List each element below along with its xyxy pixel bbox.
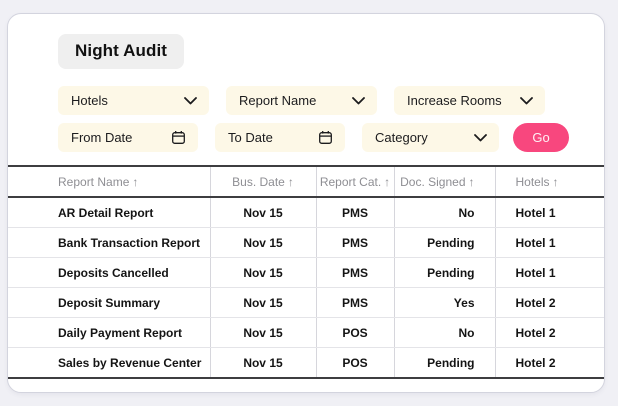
to-date-field[interactable]: To Date [215,123,345,152]
chevron-down-icon [520,97,533,105]
cell-report-cat: PMS [316,288,394,318]
cell-bus-date: Nov 15 [210,228,316,258]
sort-asc-icon: ↑ [288,175,294,189]
column-header-label: Doc. Signed [400,175,465,189]
cell-report-name: Deposits Cancelled [8,258,210,288]
page-title: Night Audit [58,34,184,69]
column-header-doc-signed[interactable]: Doc. Signed ↑ [394,166,495,197]
column-header-report-name[interactable]: Report Name↑ [8,166,210,197]
table-row: Deposits Cancelled Nov 15 PMS Pending Ho… [8,258,604,288]
calendar-icon [171,130,186,145]
column-header-label: Hotels [516,175,550,189]
cell-doc-signed: Pending [394,228,495,258]
filter-row-2: From Date To Date Category Go [58,123,604,152]
report-name-dropdown[interactable]: Report Name [226,86,377,115]
table-row: Daily Payment Report Nov 15 POS No Hotel… [8,318,604,348]
column-header-hotels[interactable]: Hotels↑ [495,166,604,197]
cell-report-cat: PMS [316,228,394,258]
cell-hotels: Hotel 2 [495,318,604,348]
sort-asc-icon: ↑ [553,175,559,189]
hotels-dropdown-label: Hotels [71,93,108,108]
cell-bus-date: Nov 15 [210,348,316,379]
column-header-label: Report Cat. [320,175,381,189]
to-date-label: To Date [228,130,273,145]
cell-bus-date: Nov 15 [210,288,316,318]
cell-bus-date: Nov 15 [210,318,316,348]
chevron-down-icon [474,134,487,142]
go-button[interactable]: Go [513,123,569,152]
column-header-report-cat[interactable]: Report Cat.↑ [316,166,394,197]
cell-report-name: Bank Transaction Report [8,228,210,258]
cell-report-name: Daily Payment Report [8,318,210,348]
cell-doc-signed: No [394,318,495,348]
from-date-label: From Date [71,130,132,145]
cell-doc-signed: Yes [394,288,495,318]
category-dropdown-label: Category [375,130,428,145]
cell-bus-date: Nov 15 [210,258,316,288]
cell-report-name: Sales by Revenue Center [8,348,210,379]
cell-doc-signed: No [394,197,495,228]
table-row: AR Detail Report Nov 15 PMS No Hotel 1 [8,197,604,228]
cell-hotels: Hotel 2 [495,288,604,318]
report-name-dropdown-label: Report Name [239,93,316,108]
increase-rooms-dropdown-label: Increase Rooms [407,93,502,108]
sort-asc-icon: ↑ [469,175,475,189]
from-date-field[interactable]: From Date [58,123,198,152]
calendar-icon [318,130,333,145]
column-header-label: Bus. Date [232,175,285,189]
cell-hotels: Hotel 1 [495,258,604,288]
cell-hotels: Hotel 2 [495,348,604,379]
table-header-row: Report Name↑ Bus. Date↑ Report Cat.↑ Doc… [8,166,604,197]
sort-asc-icon: ↑ [384,175,390,189]
table-row: Sales by Revenue Center Nov 15 POS Pendi… [8,348,604,379]
table-row: Bank Transaction Report Nov 15 PMS Pendi… [8,228,604,258]
chevron-down-icon [184,97,197,105]
column-header-label: Report Name [58,175,129,189]
column-header-bus-date[interactable]: Bus. Date↑ [210,166,316,197]
hotels-dropdown[interactable]: Hotels [58,86,209,115]
cell-report-name: Deposit Summary [8,288,210,318]
chevron-down-icon [352,97,365,105]
table-row: Deposit Summary Nov 15 PMS Yes Hotel 2 [8,288,604,318]
reports-table: Report Name↑ Bus. Date↑ Report Cat.↑ Doc… [8,165,604,379]
cell-report-cat: POS [316,318,394,348]
filter-row-1: Hotels Report Name Increase Rooms [58,86,604,115]
cell-doc-signed: Pending [394,348,495,379]
category-dropdown[interactable]: Category [362,123,499,152]
cell-hotels: Hotel 1 [495,197,604,228]
cell-report-cat: PMS [316,258,394,288]
sort-asc-icon: ↑ [132,175,138,189]
cell-report-cat: PMS [316,197,394,228]
night-audit-card: Night Audit Hotels Report Name Increase … [7,13,605,393]
cell-report-cat: POS [316,348,394,379]
increase-rooms-dropdown[interactable]: Increase Rooms [394,86,545,115]
cell-bus-date: Nov 15 [210,197,316,228]
cell-report-name: AR Detail Report [8,197,210,228]
cell-doc-signed: Pending [394,258,495,288]
cell-hotels: Hotel 1 [495,228,604,258]
